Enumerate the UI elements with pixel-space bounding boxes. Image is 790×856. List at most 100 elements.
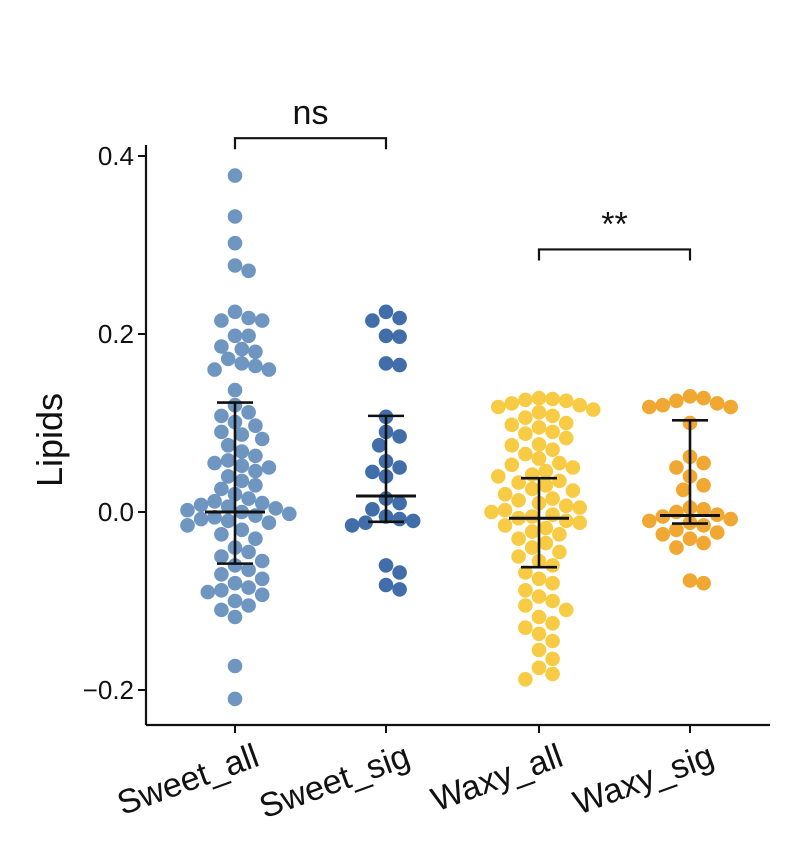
data-point bbox=[669, 504, 684, 520]
data-point bbox=[371, 438, 387, 453]
data-point bbox=[241, 491, 256, 506]
data-point bbox=[254, 431, 270, 447]
data-point bbox=[214, 339, 229, 354]
data-point bbox=[669, 522, 684, 538]
data-point bbox=[545, 507, 560, 522]
data-point bbox=[531, 405, 547, 420]
data-point bbox=[227, 209, 243, 224]
data-point bbox=[234, 458, 250, 474]
data-point bbox=[254, 495, 270, 511]
data-point bbox=[552, 527, 567, 542]
data-point bbox=[358, 515, 373, 530]
data-point bbox=[227, 575, 243, 591]
data-point bbox=[504, 457, 520, 473]
data-point bbox=[531, 660, 547, 676]
data-point bbox=[241, 562, 256, 578]
data-point bbox=[248, 508, 263, 523]
data-point bbox=[545, 593, 560, 609]
data-point bbox=[207, 455, 222, 471]
data-point bbox=[365, 313, 380, 328]
data-point bbox=[491, 469, 506, 484]
data-point bbox=[268, 501, 284, 516]
data-point bbox=[214, 583, 229, 598]
data-point bbox=[392, 460, 407, 475]
data-point bbox=[531, 437, 547, 452]
data-point bbox=[545, 651, 560, 667]
data-point bbox=[504, 396, 520, 411]
data-point bbox=[234, 356, 250, 371]
data-point bbox=[565, 460, 581, 475]
data-point bbox=[491, 399, 506, 415]
data-point bbox=[558, 430, 574, 446]
data-point bbox=[558, 415, 574, 431]
data-point bbox=[518, 426, 533, 442]
data-point bbox=[234, 473, 250, 489]
data-point bbox=[214, 424, 229, 440]
data-point bbox=[241, 328, 256, 344]
data-point bbox=[193, 511, 209, 527]
data-point bbox=[392, 329, 407, 345]
data-point bbox=[642, 513, 657, 529]
data-point bbox=[241, 263, 256, 279]
data-point bbox=[227, 382, 243, 398]
data-point bbox=[545, 491, 560, 506]
data-point bbox=[193, 497, 209, 513]
data-point bbox=[518, 446, 533, 462]
data-point bbox=[227, 328, 243, 344]
data-point bbox=[392, 511, 407, 527]
data-point bbox=[254, 587, 270, 603]
data-point bbox=[669, 393, 684, 409]
data-point bbox=[709, 396, 725, 411]
data-point bbox=[545, 442, 560, 458]
y-tick-label: 0.2 bbox=[98, 319, 134, 349]
data-point bbox=[524, 481, 540, 497]
data-point bbox=[552, 473, 567, 489]
data-point bbox=[558, 602, 574, 618]
data-point bbox=[531, 609, 547, 625]
data-point bbox=[545, 575, 560, 591]
x-tick-label: Sweet_all bbox=[112, 737, 264, 823]
data-point bbox=[261, 460, 277, 475]
data-point bbox=[241, 405, 256, 420]
significance-label: ** bbox=[601, 205, 627, 243]
data-point bbox=[207, 494, 222, 509]
data-point bbox=[696, 502, 711, 517]
data-point bbox=[511, 531, 526, 546]
data-point bbox=[227, 609, 243, 625]
data-point bbox=[227, 304, 243, 320]
data-point bbox=[586, 402, 601, 417]
data-point bbox=[214, 527, 229, 542]
data-point bbox=[392, 565, 407, 580]
significance-bracket bbox=[233, 137, 388, 150]
data-point bbox=[378, 577, 394, 593]
data-point bbox=[378, 304, 394, 320]
data-point bbox=[524, 524, 540, 539]
data-point bbox=[234, 427, 250, 442]
data-point bbox=[675, 482, 691, 498]
data-point bbox=[497, 518, 513, 533]
data-point bbox=[180, 502, 195, 518]
data-point bbox=[248, 344, 263, 360]
data-point bbox=[524, 509, 540, 524]
data-point bbox=[220, 453, 236, 468]
data-point bbox=[504, 438, 520, 453]
data-point bbox=[248, 531, 263, 546]
data-point bbox=[392, 310, 407, 326]
data-point bbox=[572, 500, 587, 515]
data-point bbox=[261, 362, 277, 377]
data-point bbox=[234, 444, 250, 459]
x-tick-label: Waxy_sig bbox=[568, 737, 718, 823]
data-point bbox=[504, 417, 520, 433]
data-point bbox=[511, 549, 526, 564]
data-point bbox=[696, 535, 711, 551]
data-point bbox=[227, 593, 243, 609]
data-point bbox=[180, 518, 195, 533]
y-tick-label: 0.4 bbox=[98, 141, 134, 171]
data-point bbox=[220, 513, 236, 529]
data-point bbox=[709, 525, 725, 540]
data-point bbox=[518, 583, 533, 598]
x-tick-label: Waxy_all bbox=[426, 737, 567, 819]
data-point bbox=[696, 478, 711, 493]
data-point bbox=[572, 515, 587, 530]
data-point bbox=[248, 463, 263, 479]
